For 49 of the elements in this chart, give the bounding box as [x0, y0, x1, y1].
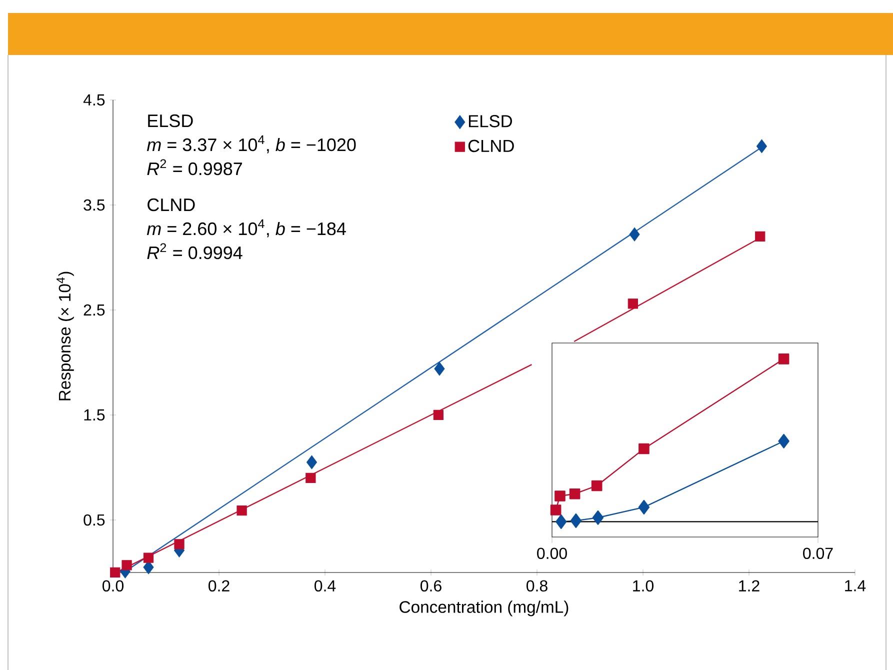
legend-label: CLND [468, 140, 514, 152]
point [550, 504, 562, 516]
point [756, 139, 767, 154]
annotation: R$^{2}$ = 0.9994 [147, 243, 242, 260]
point [554, 490, 566, 502]
point [755, 231, 766, 242]
annotation: CLND [148, 198, 195, 212]
point [110, 567, 120, 578]
point [122, 560, 132, 570]
y-tick-label: 2.5 [84, 304, 105, 316]
point [174, 539, 184, 550]
x-tick-label: 1.2 [739, 580, 760, 592]
x-tick-label: 1.4 [845, 580, 866, 592]
x-tick-label: 1.0 [633, 580, 654, 592]
x-tick-label: 0.0 [102, 580, 124, 592]
point [628, 298, 638, 309]
point [434, 362, 445, 376]
x-tick-label: 0.4 [314, 580, 336, 592]
point [778, 354, 790, 364]
y-tick-label: 3.5 [84, 199, 105, 211]
point [306, 455, 318, 470]
point [236, 505, 247, 516]
annotation: m = 3.37 × 10$^{4}$, b = −1020 [146, 135, 356, 154]
point [433, 410, 444, 420]
y-tick-label: 4.5 [83, 94, 105, 106]
x-tick-label: 0.07 [803, 548, 833, 560]
annotation: ELSD [148, 114, 193, 128]
x-tick-label: 0.00 [537, 548, 567, 560]
x-tick-label: 0.2 [208, 580, 230, 592]
point [143, 552, 154, 563]
point [306, 472, 316, 484]
y-axis-title: Response (× 10$^{4}$) [56, 272, 74, 400]
point [556, 514, 567, 529]
annotation: R$^{2}$ = 0.9987 [147, 159, 242, 176]
y-tick-label: 0.5 [84, 514, 105, 526]
legend-label: ELSD [468, 115, 512, 128]
x-tick-label: 0.8 [526, 580, 548, 592]
point [591, 480, 602, 492]
point [592, 510, 604, 525]
point [778, 434, 790, 448]
point [638, 443, 650, 454]
annotation: m = 2.60 × 10$^{4}$, b = −184 [146, 219, 346, 238]
x-axis-title: Concentration (mg/mL) [400, 600, 568, 616]
point [569, 488, 580, 500]
y-tick-label: 1.5 [84, 409, 105, 421]
point [629, 227, 640, 242]
x-tick-label: 0.6 [420, 580, 442, 592]
point [638, 500, 650, 514]
point [570, 513, 582, 528]
